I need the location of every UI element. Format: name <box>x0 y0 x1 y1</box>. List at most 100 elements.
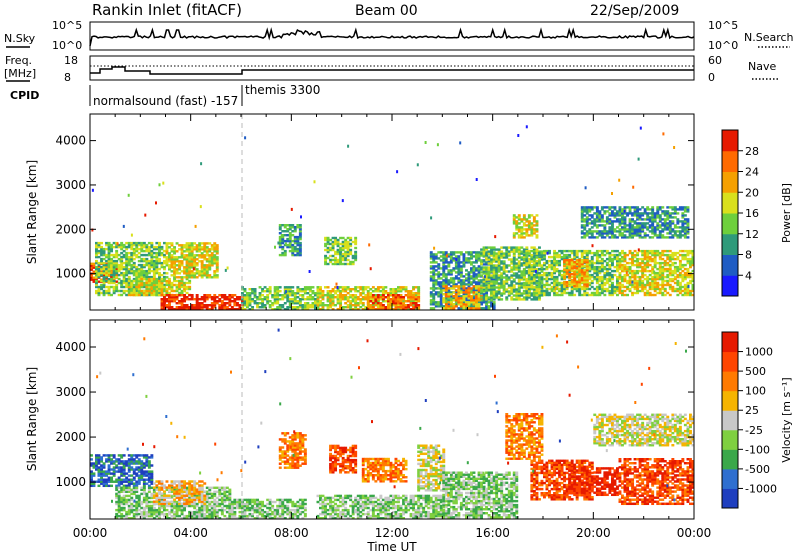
data-cell <box>482 263 486 266</box>
data-cell <box>147 291 151 295</box>
data-cell <box>646 255 650 259</box>
data-cell <box>530 214 534 217</box>
data-cell <box>608 289 612 293</box>
data-cell <box>507 276 511 279</box>
data-cell <box>125 247 129 251</box>
data-cell <box>173 294 177 297</box>
data-cell <box>97 245 101 249</box>
data-cell <box>276 306 280 309</box>
data-cell <box>553 267 557 271</box>
data-cell <box>490 292 494 295</box>
data-cell <box>470 275 473 278</box>
data-cell <box>568 249 572 253</box>
data-cell <box>636 224 640 227</box>
data-cell <box>595 232 599 235</box>
data-cell <box>394 300 398 303</box>
data-cell <box>538 291 541 295</box>
data-cell <box>256 306 260 309</box>
data-cell <box>600 291 604 295</box>
data-cell <box>520 250 524 253</box>
data-cell <box>560 249 564 253</box>
data-cell <box>653 220 657 223</box>
data-cell <box>90 276 93 279</box>
data-cell <box>472 271 476 274</box>
data-cell <box>132 243 136 247</box>
data-cell <box>261 288 265 291</box>
data-cell <box>314 302 317 305</box>
data-cell <box>276 298 280 301</box>
data-cell <box>316 296 320 299</box>
data-cell <box>522 216 526 219</box>
data-cell <box>681 234 685 237</box>
data-cell <box>485 266 489 269</box>
data-cell <box>641 269 645 273</box>
data-cell <box>173 276 177 279</box>
data-cell <box>520 236 524 239</box>
data-cell <box>195 298 199 301</box>
data-cell <box>112 285 116 289</box>
data-cell <box>444 283 448 286</box>
data-cell <box>178 300 182 303</box>
data-cell <box>95 245 98 249</box>
data-cell <box>135 285 139 289</box>
data-cell <box>520 298 524 301</box>
data-cell <box>452 281 456 284</box>
data-cell <box>100 247 104 251</box>
data-cell <box>127 241 131 245</box>
data-cell <box>492 274 496 277</box>
data-cell <box>633 222 637 225</box>
data-cell <box>643 283 647 287</box>
data-cell <box>555 269 559 273</box>
data-cell <box>628 261 632 265</box>
data-cell <box>195 248 199 251</box>
data-cell <box>296 249 300 253</box>
data-cell <box>666 269 670 273</box>
data-cell <box>512 272 516 275</box>
data-cell <box>288 245 292 249</box>
data-cell <box>392 296 395 299</box>
data-cell <box>646 291 650 295</box>
data-cell <box>517 256 521 259</box>
data-cell <box>490 286 494 289</box>
data-cell <box>178 306 182 309</box>
data-cell <box>646 263 650 267</box>
data-cell <box>671 273 675 277</box>
data-cell <box>545 265 549 269</box>
data-cell <box>673 253 677 257</box>
data-cell <box>444 299 448 302</box>
data-cell <box>532 216 536 219</box>
data-cell <box>434 305 438 308</box>
data-cell <box>500 266 504 269</box>
data-cell <box>140 277 144 281</box>
data-cell <box>633 285 637 289</box>
data-cell <box>331 290 335 293</box>
data-cell <box>454 289 458 292</box>
data-cell <box>485 278 489 281</box>
data-cell <box>379 294 383 297</box>
data-cell <box>472 269 476 272</box>
data-cell <box>213 256 217 259</box>
data-cell <box>115 268 119 271</box>
data-cell <box>429 255 433 258</box>
data-cell <box>525 218 529 221</box>
data-cell <box>200 266 204 269</box>
data-cell <box>613 289 617 293</box>
data-cell <box>538 271 541 275</box>
data-cell <box>512 234 516 237</box>
data-cell <box>351 254 355 258</box>
data-cell <box>246 306 249 309</box>
data-cell <box>308 290 312 293</box>
data-cell <box>598 212 602 215</box>
data-cell <box>673 261 677 265</box>
data-cell <box>663 261 667 265</box>
data-cell <box>472 307 476 310</box>
data-cell <box>397 304 400 307</box>
data-cell <box>145 243 149 247</box>
data-cell <box>293 253 297 257</box>
data-cell <box>487 274 491 277</box>
data-cell <box>135 267 139 271</box>
data-cell <box>170 244 174 247</box>
data-cell <box>465 269 468 272</box>
data-cell <box>281 224 285 227</box>
data-cell <box>482 250 486 253</box>
